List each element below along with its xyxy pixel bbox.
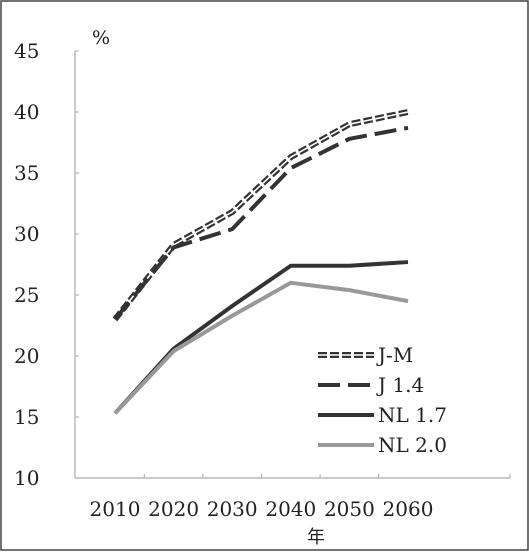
legend-label: J-M (376, 343, 413, 367)
y-tick-label: 35 (14, 161, 39, 185)
x-tick-label: 2060 (383, 497, 434, 521)
x-axis-title: 年 (307, 527, 325, 548)
y-tick-label: 45 (14, 39, 39, 63)
x-tick-label: 2010 (90, 497, 141, 521)
x-tick-label: 2020 (148, 497, 199, 521)
y-tick-label: 20 (14, 344, 39, 368)
y-tick-label: 40 (14, 100, 39, 124)
x-tick-label: 2030 (207, 497, 258, 521)
y-tick-label: 10 (14, 466, 39, 490)
y-tick-label: 15 (14, 405, 39, 429)
legend-label: NL 2.0 (378, 433, 447, 457)
legend-label: NL 1.7 (378, 403, 447, 427)
x-tick-label: 2050 (324, 497, 375, 521)
y-tick-label: 30 (14, 222, 39, 246)
y-unit-label: % (92, 27, 110, 49)
y-tick-label: 25 (14, 283, 39, 307)
x-tick-label: 2040 (265, 497, 316, 521)
legend-label: J 1.4 (376, 373, 424, 397)
